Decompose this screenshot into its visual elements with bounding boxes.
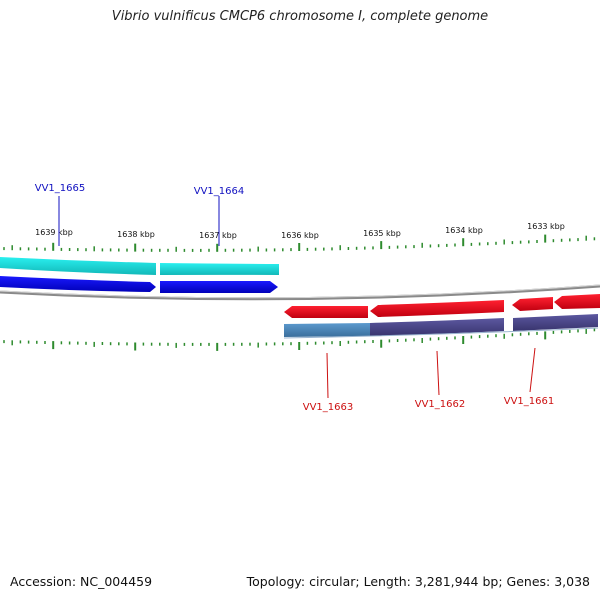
scale-label: 1635 kbp bbox=[363, 229, 401, 238]
scale-ticks-outer bbox=[3, 234, 596, 252]
scale-label: 1633 kbp bbox=[527, 222, 565, 231]
forward-gene-track bbox=[0, 276, 278, 293]
gene-arrow-VV1_1662[interactable] bbox=[370, 300, 504, 317]
gene-label-VV1_1665[interactable]: VV1_1665 bbox=[35, 183, 86, 194]
reverse-gene-track bbox=[284, 294, 600, 318]
map-title: Vibrio vulnificus CMCP6 chromosome I, co… bbox=[111, 9, 489, 24]
scale-label: 1636 kbp bbox=[281, 231, 319, 240]
gene-labels: VV1_1665 VV1_1664 VV1_1663 VV1_1662 VV1_… bbox=[35, 183, 555, 413]
gene-label-VV1_1664[interactable]: VV1_1664 bbox=[194, 186, 245, 197]
accession-text: Accession: NC_004459 bbox=[10, 574, 153, 589]
feature-segment[interactable] bbox=[0, 257, 156, 275]
genome-stats-text: Topology: circular; Length: 3,281,944 bp… bbox=[246, 574, 590, 589]
gene-arrow-VV1_1663[interactable] bbox=[284, 306, 368, 318]
scale-label: 1638 kbp bbox=[117, 230, 155, 239]
feature-segment[interactable] bbox=[160, 263, 279, 275]
gene-label-VV1_1662[interactable]: VV1_1662 bbox=[415, 399, 466, 410]
gene-arrow-VV1_1664[interactable] bbox=[160, 281, 278, 293]
feature-segment[interactable] bbox=[370, 318, 504, 336]
forward-feature-track bbox=[0, 257, 279, 275]
scale-labels: 1639 kbp 1638 kbp 1637 kbp 1636 kbp 1635… bbox=[35, 222, 565, 240]
scale-ticks-inner bbox=[3, 328, 596, 351]
gene-arrow-VV1_1665[interactable] bbox=[0, 276, 156, 292]
gene-arrow-VV1_1661[interactable] bbox=[512, 297, 553, 311]
scale-label: 1637 kbp bbox=[199, 231, 237, 240]
scale-label: 1634 kbp bbox=[445, 226, 483, 235]
leader-line bbox=[436, 350, 440, 396]
gene-arrow-upstream[interactable] bbox=[554, 294, 600, 309]
leader-line bbox=[326, 352, 329, 399]
feature-segment[interactable] bbox=[513, 314, 598, 331]
gene-label-VV1_1661[interactable]: VV1_1661 bbox=[504, 396, 555, 407]
feature-segment[interactable] bbox=[284, 323, 370, 337]
track-edge bbox=[283, 327, 599, 339]
gene-label-VV1_1663[interactable]: VV1_1663 bbox=[303, 402, 354, 413]
reverse-feature-track bbox=[283, 314, 599, 339]
scale-label: 1639 kbp bbox=[35, 228, 73, 237]
genome-backbone bbox=[0, 284, 600, 301]
genome-backbone-highlight bbox=[0, 284, 600, 299]
leader-line bbox=[529, 347, 536, 393]
